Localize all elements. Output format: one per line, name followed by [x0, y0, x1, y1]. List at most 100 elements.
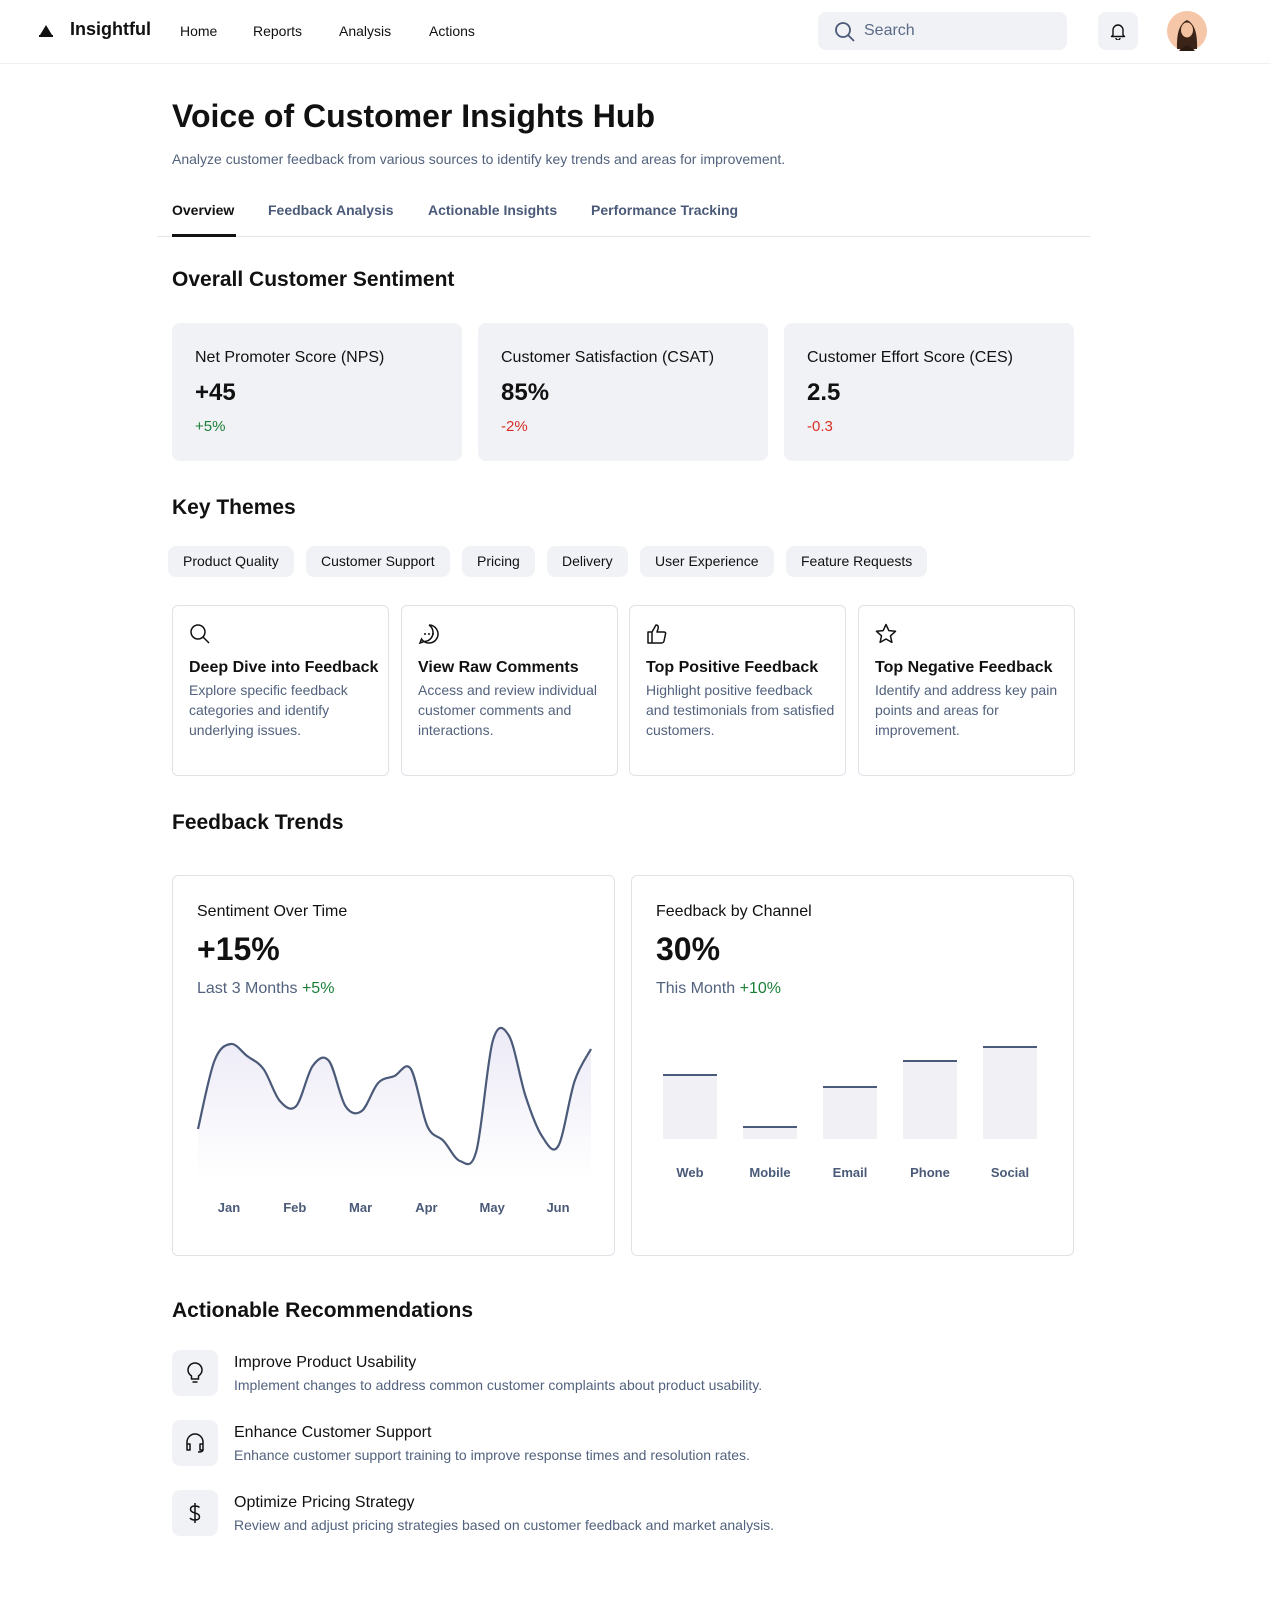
nav-link[interactable]: Actions: [429, 23, 475, 39]
chat-icon: [418, 624, 439, 645]
recommendation[interactable]: Enhance Customer Support Enhance custome…: [172, 1420, 1072, 1466]
metric-change: -0.3: [807, 418, 833, 435]
search-box[interactable]: Search: [818, 12, 1067, 50]
x-tick-label: Mobile: [749, 1165, 790, 1180]
x-tick-label: Email: [833, 1165, 868, 1180]
bar: [983, 1047, 1037, 1139]
tab[interactable]: Overview: [172, 202, 235, 218]
bar-chart: Web Mobile Email Phone Social: [663, 1046, 1037, 1180]
chart-title: Sentiment Over Time: [197, 903, 348, 920]
dollar-icon: [189, 1503, 201, 1523]
tab[interactable]: Feedback Analysis: [268, 202, 394, 218]
chart-period: This Month: [656, 980, 736, 997]
metric-label: Customer Satisfaction (CSAT): [501, 349, 715, 366]
x-tick-label: Mar: [349, 1200, 372, 1215]
star-icon: [875, 623, 897, 644]
metric-value: +45: [195, 379, 236, 406]
brand-logo: [39, 25, 53, 37]
section-title: Overall Customer Sentiment: [172, 268, 455, 291]
card-description: Highlight positive feedback and testimon…: [646, 682, 835, 738]
recommendation-title: Optimize Pricing Strategy: [234, 1494, 415, 1511]
card-title: Top Positive Feedback: [646, 659, 819, 676]
recommendation-description: Review and adjust pricing strategies bas…: [234, 1517, 775, 1533]
thumbs-up-icon: [647, 624, 667, 644]
x-tick-label: Jan: [218, 1200, 240, 1215]
theme-tag[interactable]: Product Quality: [168, 546, 294, 577]
theme-tag[interactable]: Delivery: [547, 546, 628, 577]
theme-card[interactable]: Top Positive Feedback Highlight positive …: [629, 605, 846, 776]
search-icon: [190, 624, 210, 644]
navbar: Insightful Home Reports Analysis Actions…: [0, 0, 1271, 64]
x-tick-label: Social: [991, 1165, 1029, 1180]
recommendation-description: Enhance customer support training to imp…: [234, 1447, 750, 1463]
card-title: Top Negative Feedback: [875, 659, 1053, 676]
section-title: Feedback Trends: [172, 811, 344, 834]
metric-card: Customer Effort Score (CES) 2.5 -0.3: [784, 323, 1074, 461]
nav-link[interactable]: Analysis: [339, 23, 392, 39]
x-tick-label: Feb: [283, 1200, 306, 1215]
metric-label: Net Promoter Score (NPS): [195, 349, 385, 366]
bar: [903, 1061, 957, 1139]
card-title: View Raw Comments: [418, 659, 579, 676]
recommendation-title: Enhance Customer Support: [234, 1424, 432, 1441]
chart-card: Sentiment Over Time +15% Last 3 Months +…: [172, 875, 615, 1256]
tab[interactable]: Actionable Insights: [428, 202, 558, 218]
card-description: Explore specific feedback categories and…: [189, 682, 348, 738]
bar: [663, 1075, 717, 1139]
recommendation[interactable]: Optimize Pricing Strategy Review and adj…: [172, 1490, 1072, 1536]
tab[interactable]: Performance Tracking: [591, 202, 739, 218]
chart-card: Feedback by Channel 30% This Month +10% …: [631, 875, 1074, 1256]
chart-value: 30%: [656, 931, 721, 967]
card-description: Access and review individual customer co…: [418, 682, 597, 738]
nav-link[interactable]: Reports: [253, 23, 303, 39]
x-tick-label: Web: [676, 1165, 703, 1180]
theme-tag[interactable]: Feature Requests: [786, 546, 928, 577]
x-tick-label: May: [480, 1200, 506, 1215]
x-tick-label: Jun: [546, 1200, 569, 1215]
section-title: Actionable Recommendations: [172, 1299, 474, 1322]
x-tick-label: Apr: [415, 1200, 437, 1215]
bulb-icon: [187, 1362, 203, 1383]
notifications-button[interactable]: [1098, 12, 1138, 50]
nav-link[interactable]: Home: [180, 23, 218, 39]
theme-card[interactable]: Top Negative Feedback Identify and addres…: [858, 605, 1075, 776]
metric-value: 2.5: [807, 379, 841, 406]
theme-tag[interactable]: Customer Support: [306, 546, 450, 577]
recommendation-title: Improve Product Usability: [234, 1354, 417, 1371]
metric-label: Customer Effort Score (CES): [807, 349, 1013, 366]
card-title: Deep Dive into Feedback: [189, 659, 379, 676]
page-title: Voice of Customer Insights Hub: [172, 98, 655, 134]
recommendation[interactable]: Improve Product Usability Implement chan…: [172, 1350, 1072, 1396]
metric-value: 85%: [501, 379, 550, 406]
recommendation-description: Implement changes to address common cust…: [234, 1377, 763, 1393]
brand[interactable]: Insightful: [70, 19, 151, 39]
theme-card[interactable]: View Raw Comments Access and review indiv…: [401, 605, 618, 776]
tab-indicator: [172, 234, 236, 237]
bell-icon: [1110, 24, 1126, 40]
tab-divider: [157, 236, 1090, 237]
theme-tag[interactable]: User Experience: [640, 546, 774, 577]
metric-card: Customer Satisfaction (CSAT) 85% -2%: [478, 323, 768, 461]
line: [196, 1026, 592, 1166]
metric-change: +5%: [195, 418, 226, 435]
page-subtitle: Analyze customer feedback from various s…: [172, 151, 786, 167]
section-title: Key Themes: [172, 496, 296, 519]
theme-card[interactable]: Deep Dive into Feedback Explore specific …: [172, 605, 389, 776]
avatar[interactable]: [1167, 11, 1207, 51]
chart-title: Feedback by Channel: [656, 903, 812, 920]
bar: [823, 1087, 877, 1139]
metric-card: Net Promoter Score (NPS) +45 +5%: [172, 323, 462, 461]
bar: [743, 1127, 797, 1139]
chart-period: Last 3 Months: [197, 980, 298, 997]
chart-value: +15%: [197, 931, 280, 967]
metric-change: -2%: [501, 418, 528, 435]
chart-change: +10%: [739, 980, 781, 997]
search-placeholder: Search: [864, 22, 915, 39]
card-description: Identify and address key pain points and…: [875, 682, 1058, 738]
theme-tag[interactable]: Pricing: [462, 546, 535, 577]
line-chart: Jan Feb Mar Apr May Jun: [196, 1026, 592, 1215]
line-area: [198, 1027, 591, 1181]
search-icon: [835, 22, 855, 42]
x-tick-label: Phone: [910, 1165, 950, 1180]
